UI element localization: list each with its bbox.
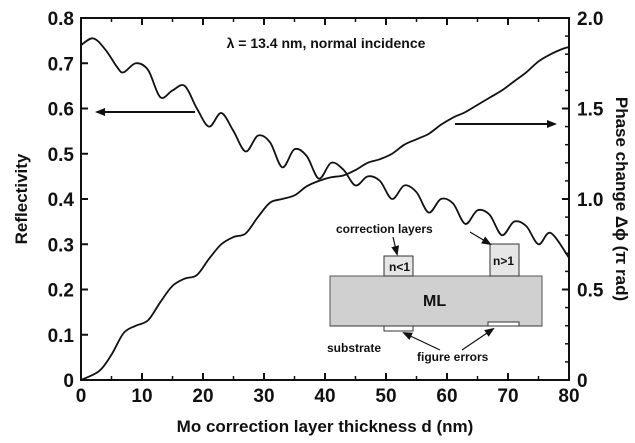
ml-block <box>329 275 543 327</box>
figure-error-left <box>383 325 414 332</box>
figure-error-right <box>487 321 520 326</box>
inset-label-ml: ML <box>423 293 446 310</box>
y-left-tick-label: 0.5 <box>48 145 75 166</box>
inset-label-figure-errors: figure errors <box>417 350 489 364</box>
inset-diagram: correction layers n<1 n>1 ML substrate f… <box>327 222 543 364</box>
reflectivity-line <box>80 37 570 259</box>
x-tick-label: 10 <box>131 386 152 407</box>
y-left-tick-label: 0.6 <box>48 100 74 121</box>
y-left-tick-label: 0.8 <box>48 9 74 30</box>
inset-label-n-greater: n>1 <box>493 254 514 268</box>
y-right-tick-label: 1.5 <box>577 100 604 121</box>
y-right-tick-label: 1.0 <box>577 190 603 211</box>
y-left-tick-label: 0.7 <box>48 54 74 75</box>
y-left-tick-label: 0.3 <box>48 235 74 256</box>
pointer-figure-error-left <box>402 332 441 351</box>
x-tick-label: 30 <box>253 386 274 407</box>
x-axis-title: Mo correction layer thickness d (nm) <box>177 417 474 436</box>
x-tick-label: 80 <box>558 386 579 407</box>
x-tick-label: 50 <box>375 386 396 407</box>
x-tick-label: 0 <box>76 386 87 407</box>
y-axis-title-left: Reflectivity <box>12 153 31 244</box>
inset-label-n-less: n<1 <box>389 260 410 274</box>
annotation-text: λ = 13.4 nm, normal incidence <box>227 35 426 51</box>
y-left-tick-label: 0.2 <box>48 281 74 302</box>
y-right-tick-label: 0.5 <box>577 281 604 302</box>
inset-label-correction-layers: correction layers <box>336 222 433 236</box>
x-tick-label: 40 <box>314 386 335 407</box>
y-right-tick-label: 0 <box>577 371 588 392</box>
x-tick-label: 20 <box>192 386 213 407</box>
phase-change-line <box>80 46 570 381</box>
ticks: 0 10 20 30 40 50 60 70 8000.10.20.30.40.50.60.70… <box>48 9 604 407</box>
series-lines <box>80 37 570 381</box>
correction-layer-n-less <box>383 255 414 277</box>
correction-layer-n-greater <box>489 243 520 277</box>
y-left-tick-label: 0.1 <box>48 326 75 347</box>
x-tick-label: 70 <box>497 386 518 407</box>
inset-label-substrate: substrate <box>327 341 381 355</box>
pointer-correction-n-greater <box>469 231 492 246</box>
pointer-correction-n-less <box>391 236 400 256</box>
y-left-tick-label: 0.4 <box>48 190 75 211</box>
y-axis-title-right: Phase change Δϕ (π rad) <box>612 97 631 301</box>
x-tick-label: 60 <box>436 386 457 407</box>
y-right-tick-label: 2.0 <box>577 9 603 30</box>
y-left-tick-label: 0 <box>63 371 74 392</box>
pointer-figure-error-right <box>461 327 495 351</box>
